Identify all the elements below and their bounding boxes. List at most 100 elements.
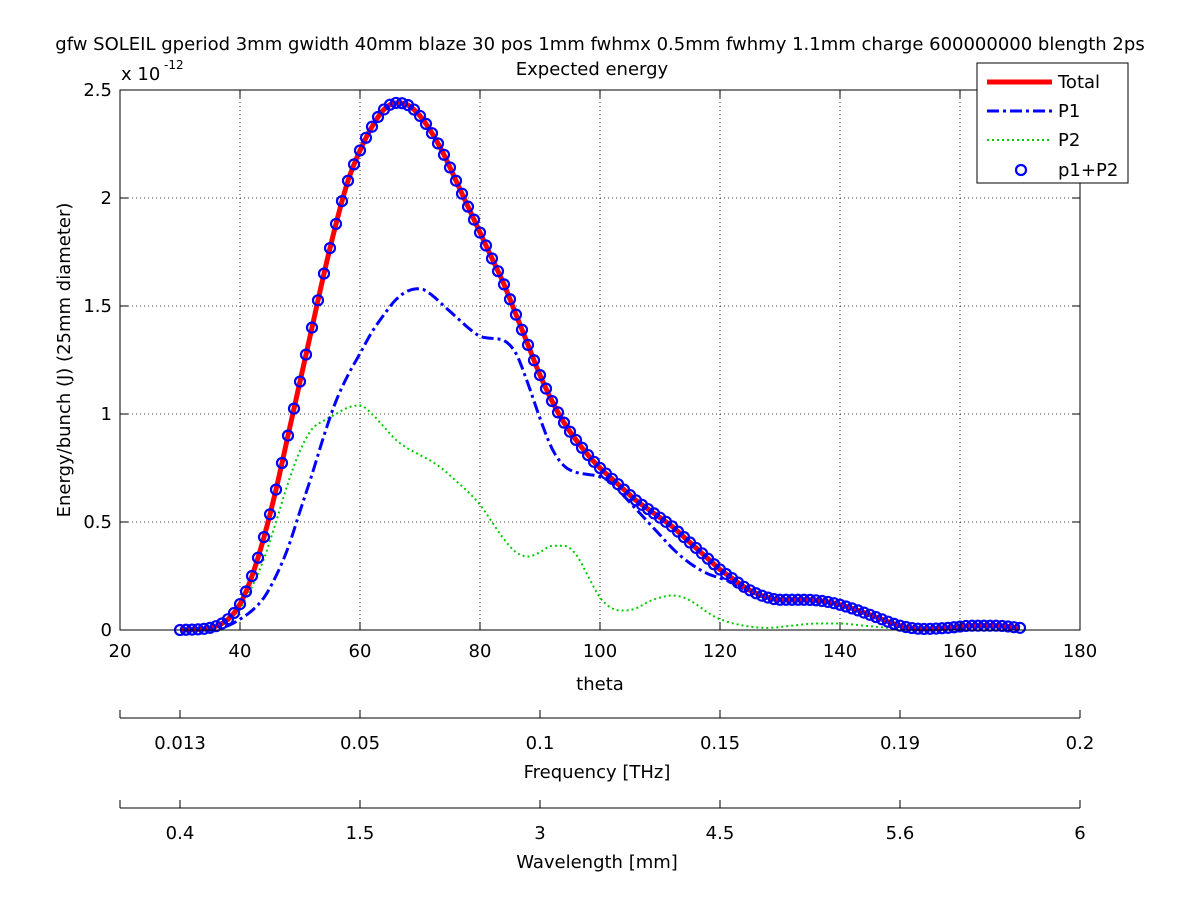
series-marker-p1p2 [227, 606, 241, 620]
series-marker-p1p2 [347, 158, 361, 171]
series-marker-p1p2 [581, 448, 595, 462]
series-marker-p1p2 [335, 195, 349, 208]
series-marker-p1p2 [935, 622, 949, 635]
series-marker-p1p2 [245, 569, 259, 583]
chart-title: gfw SOLEIL gperiod 3mm gwidth 40mm blaze… [55, 34, 1144, 55]
series-marker-p1p2 [875, 613, 889, 626]
series-marker-p1p2 [737, 580, 751, 593]
series-marker-p1p2 [833, 598, 847, 611]
series-marker-p1p2 [329, 217, 343, 231]
secondary-tick-label: 0.15 [700, 733, 740, 754]
series-marker-p1p2 [305, 321, 319, 334]
series-marker-p1p2 [233, 597, 247, 611]
series-marker-p1p2 [323, 241, 337, 255]
series-marker-p1p2 [275, 456, 289, 470]
series-marker-p1p2 [917, 622, 931, 636]
series-marker-p1p2 [497, 278, 511, 291]
series-marker-p1p2 [545, 394, 559, 408]
series-marker-p1p2 [473, 226, 487, 239]
series-marker-p1p2 [257, 531, 271, 544]
series-marker-p1p2 [1001, 620, 1015, 633]
x-tick-label: 100 [583, 641, 617, 662]
series-marker-p1p2 [521, 338, 535, 351]
series-marker-p1p2 [239, 585, 253, 598]
series-marker-p1p2 [281, 429, 295, 442]
series-marker-p1p2 [563, 425, 577, 438]
series-marker-p1p2 [929, 622, 943, 635]
series-marker-p1p2 [371, 110, 385, 124]
series-marker-p1p2 [551, 406, 565, 419]
series-marker-p1p2 [203, 621, 217, 634]
legend-label: p1+P2 [1058, 160, 1118, 181]
series-marker-p1p2 [965, 619, 979, 632]
series-marker-p1p2 [767, 592, 781, 606]
plot-background [120, 90, 1080, 630]
series-marker-p1p2 [989, 619, 1003, 632]
series-marker-p1p2 [941, 621, 955, 634]
y-axis-label: Energy/bunch (J) (25mm diameter) [54, 203, 75, 518]
secondary-tick-label: 0.4 [166, 823, 195, 844]
series-marker-p1p2 [587, 455, 601, 468]
series-marker-p1p2 [449, 174, 463, 187]
series-marker-p1p2 [923, 622, 937, 635]
series-marker-p1p2 [899, 620, 913, 634]
series-marker-p1p2 [1013, 621, 1027, 634]
series-marker-p1p2 [869, 610, 883, 624]
secondary-tick-label: 0.05 [340, 733, 380, 754]
y-tick-label: 1 [101, 404, 112, 425]
y-tick-label: 0.5 [83, 512, 112, 533]
y-tick-label: 1.5 [83, 296, 112, 317]
secondary-axis-label: Wavelength [mm] [516, 852, 678, 873]
series-marker-p1p2 [977, 619, 991, 632]
series-marker-p1p2 [779, 593, 793, 606]
series-marker-p1p2 [461, 200, 475, 213]
legend-label: P2 [1058, 130, 1080, 151]
series-marker-p1p2 [467, 213, 481, 226]
secondary-tick-label: 0.1 [526, 733, 555, 754]
series-marker-p1p2 [539, 382, 553, 395]
series-marker-p1p2 [947, 621, 961, 634]
legend: Total P1 P2 p1+P2 [976, 62, 1129, 184]
series-line-p2 [179, 404, 913, 631]
series-marker-p1p2 [269, 483, 283, 496]
x-tick-label: 160 [943, 641, 977, 662]
series-marker-p1p2 [479, 239, 493, 252]
series-marker-p1p2 [515, 323, 529, 336]
series-marker-p1p2 [887, 617, 901, 631]
x-tick-label: 140 [823, 641, 857, 662]
chart-subtitle: Expected energy [516, 59, 669, 80]
x-tick-label: 80 [469, 641, 492, 662]
y-tick-label: 2.5 [83, 80, 112, 101]
series-marker-p1p2 [839, 600, 853, 613]
series-marker-p1p2 [857, 606, 871, 619]
series-marker-p1p2 [221, 613, 235, 626]
series-marker-p1p2 [209, 620, 223, 633]
series-marker-p1p2 [191, 623, 205, 636]
series-marker-p1p2 [971, 619, 985, 632]
series-marker-p1p2 [197, 622, 211, 635]
series-marker-p1p2 [443, 161, 457, 174]
series-marker-p1p2 [1007, 621, 1021, 634]
secondary-tick-label: 0.2 [1066, 733, 1095, 754]
series-marker-p1p2 [503, 293, 517, 306]
series-marker-p1p2 [287, 402, 301, 415]
x-axis-label: theta [576, 674, 624, 695]
y-tick-label: 0 [101, 620, 112, 641]
series-marker-p1p2 [557, 416, 571, 429]
series-marker-p1p2 [845, 602, 859, 615]
series-marker-p1p2 [395, 97, 409, 110]
series-marker-p1p2 [827, 597, 841, 610]
x-tick-label: 20 [109, 641, 132, 662]
series-marker-p1p2 [773, 593, 787, 606]
series-marker-p1p2 [953, 620, 967, 633]
series-marker-p1p2 [959, 619, 973, 633]
series-marker-p1p2 [485, 252, 499, 265]
series-marker-p1p2 [983, 619, 997, 632]
series-marker-p1p2 [809, 594, 823, 607]
secondary-tick-label: 5.6 [886, 823, 915, 844]
secondary-tick-label: 3 [534, 823, 545, 844]
legend-label: P1 [1058, 101, 1080, 122]
legend-label: Total [1057, 72, 1100, 93]
plot-area: 20 40 60 80 100 120 140 160 180 0 0.5 1 1.5 2 2.5 [83, 80, 1097, 662]
series-marker-p1p2 [863, 608, 877, 621]
